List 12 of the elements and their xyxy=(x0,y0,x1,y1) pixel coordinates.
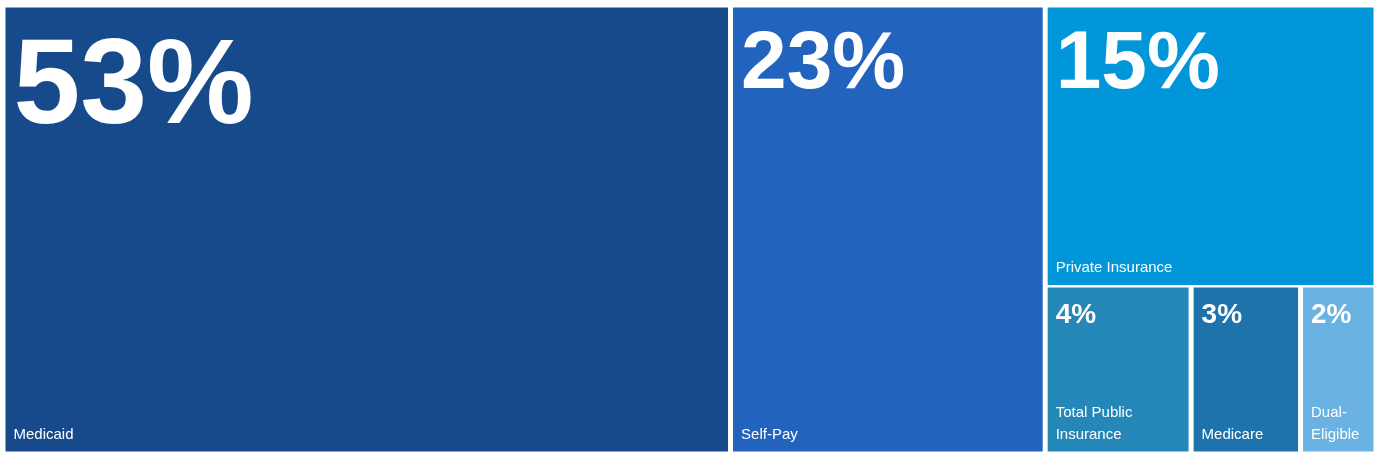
data-label: 3% xyxy=(1201,297,1243,329)
category-label: Total Public Insurance xyxy=(1055,403,1133,442)
category-label: Self-Pay xyxy=(741,424,799,442)
data-label: 15% xyxy=(1055,13,1220,105)
category-label: Medicaid xyxy=(13,424,74,442)
category-label: Medicare xyxy=(1201,424,1264,442)
data-label: 4% xyxy=(1055,297,1097,329)
data-label: 2% xyxy=(1311,297,1352,329)
category-label: Private Insurance xyxy=(1055,258,1173,275)
data-label: 23% xyxy=(741,13,906,105)
category-label: Dual-Eligible xyxy=(1311,403,1360,442)
data-label: 53% xyxy=(13,13,254,148)
